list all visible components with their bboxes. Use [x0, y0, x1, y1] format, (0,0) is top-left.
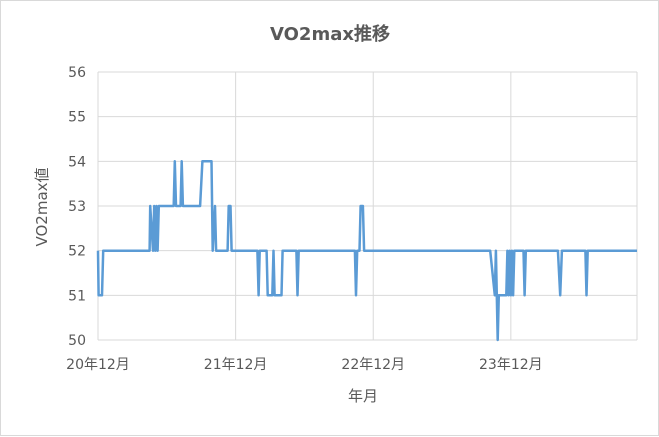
x-tick-label: 20年12月 — [66, 357, 130, 373]
chart-title: VO2max推移 — [270, 23, 390, 45]
y-tick-label: 54 — [68, 154, 86, 170]
x-tick-label: 21年12月 — [204, 357, 268, 373]
y-tick-label: 52 — [68, 244, 86, 260]
series-group — [96, 160, 637, 342]
y-tick-label: 56 — [68, 65, 86, 81]
y-tick-label: 50 — [68, 333, 86, 349]
y-axis-title: VO2max値 — [33, 167, 51, 246]
y-tick-labels: 50 51 52 53 54 55 56 — [68, 65, 86, 349]
x-tick-label: 23年12月 — [479, 357, 543, 373]
series-line — [96, 160, 637, 342]
y-tick-label: 53 — [68, 199, 86, 215]
x-tick-labels: 20年12月 21年12月 22年12月 23年12月 — [66, 357, 542, 373]
x-tick-label: 22年12月 — [341, 357, 405, 373]
y-tick-label: 51 — [68, 288, 86, 304]
x-axis-title: 年月 — [348, 387, 378, 405]
y-tick-label: 55 — [68, 110, 86, 126]
